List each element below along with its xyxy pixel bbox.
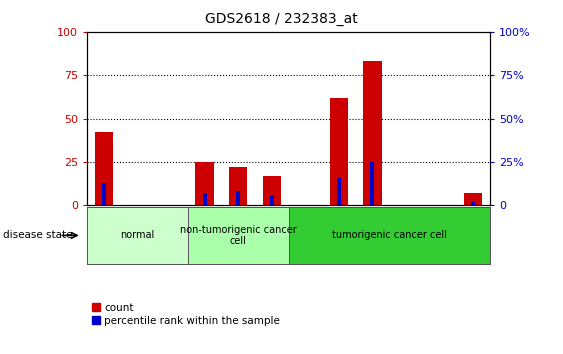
Bar xyxy=(229,167,248,205)
Bar xyxy=(203,193,207,205)
Bar xyxy=(87,207,188,264)
Bar xyxy=(471,202,475,205)
Text: tumorigenic cancer cell: tumorigenic cancer cell xyxy=(332,230,446,240)
Bar xyxy=(195,162,214,205)
Bar xyxy=(464,193,482,205)
Bar xyxy=(270,195,274,205)
Text: disease state: disease state xyxy=(3,230,72,240)
Bar xyxy=(289,207,490,264)
Bar xyxy=(329,98,348,205)
Bar xyxy=(262,176,281,205)
Text: normal: normal xyxy=(120,230,155,240)
Text: non-tumorigenic cancer
cell: non-tumorigenic cancer cell xyxy=(180,224,297,246)
Bar xyxy=(337,178,341,205)
Bar xyxy=(188,207,289,264)
Bar xyxy=(363,61,382,205)
Bar xyxy=(236,192,240,205)
Legend: count, percentile rank within the sample: count, percentile rank within the sample xyxy=(92,303,280,326)
Bar xyxy=(95,132,113,205)
Bar xyxy=(370,162,374,205)
Text: GDS2618 / 232383_at: GDS2618 / 232383_at xyxy=(205,12,358,27)
Bar xyxy=(102,183,106,205)
